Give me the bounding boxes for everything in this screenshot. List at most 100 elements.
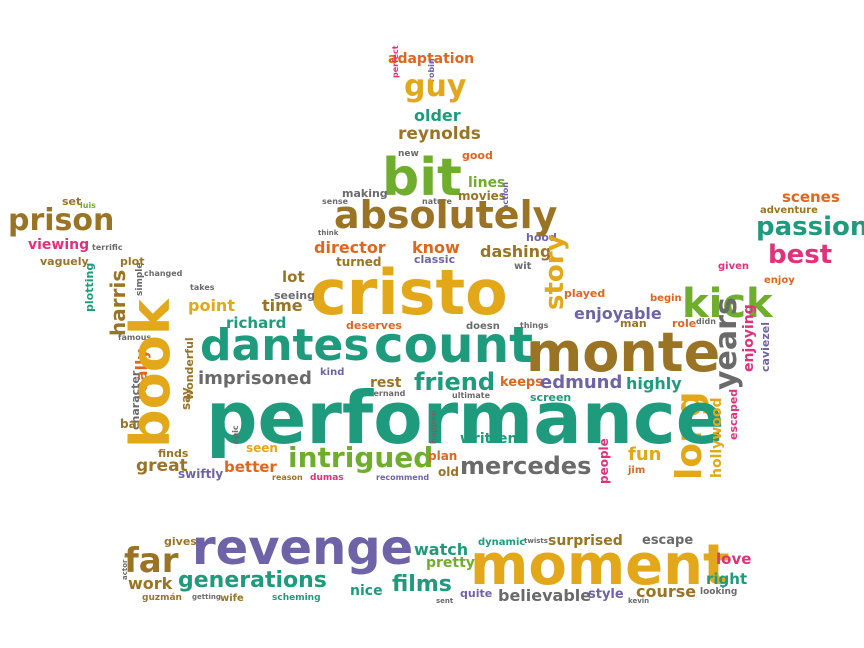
word-changed: changed xyxy=(144,269,183,278)
word-intrigued: intrigued xyxy=(288,441,434,474)
word-love: love xyxy=(716,550,752,568)
word-right: right xyxy=(706,570,748,588)
word-mercedes: mercedes xyxy=(460,452,592,480)
word-friend: friend xyxy=(414,368,496,396)
word-new: new xyxy=(398,149,419,159)
word-famous: famous xyxy=(118,333,152,342)
word-style: style xyxy=(588,587,624,602)
word-finds: finds xyxy=(158,447,189,460)
word-bad: bad xyxy=(120,417,146,431)
word-plan: plan xyxy=(428,449,458,463)
word-cristo: cristo xyxy=(310,256,508,329)
word-moment: moment xyxy=(470,533,730,598)
word-escaped: escaped xyxy=(727,388,740,440)
word-nature: nature xyxy=(422,197,452,206)
word-reynolds: reynolds xyxy=(398,124,481,144)
word-adventure: adventure xyxy=(760,205,818,216)
word-epic: epic xyxy=(231,425,240,444)
word-point: point xyxy=(188,296,235,315)
word-set: set xyxy=(62,195,82,208)
word-played: played xyxy=(564,287,606,300)
word-sent: sent xyxy=(436,597,454,605)
word-simple: simple xyxy=(135,262,145,296)
word-looking: looking xyxy=(700,587,738,597)
word-enjoying: enjoying xyxy=(741,304,757,372)
word-vaguely: vaguely xyxy=(40,255,89,268)
word-enjoyable: enjoyable xyxy=(574,304,662,323)
word-twists: twists xyxy=(524,537,548,545)
word-viewing: viewing xyxy=(28,237,90,253)
word-believable: believable xyxy=(498,586,592,605)
word-plot: plot xyxy=(120,255,145,268)
word-dashing: dashing xyxy=(480,242,552,261)
word-lines: lines xyxy=(468,175,506,191)
word-takes: takes xyxy=(190,283,215,292)
word-highly: highly xyxy=(626,374,682,393)
word-caviezel: caviezel xyxy=(759,322,772,372)
word-seen: seen xyxy=(246,441,278,455)
word-plotting: plotting xyxy=(83,262,96,312)
word-far: far xyxy=(124,541,179,581)
word-director: director xyxy=(314,238,386,257)
word-swiftly: swiftly xyxy=(178,467,224,481)
word-role: role xyxy=(672,317,697,330)
word-gives: gives xyxy=(164,535,197,548)
word-classic: classic xyxy=(414,253,456,266)
word-pretty: pretty xyxy=(426,555,475,571)
word-nice: nice xyxy=(350,583,383,599)
word-things: things xyxy=(520,321,549,330)
word-turned: turned xyxy=(336,255,382,269)
word-kick: kick xyxy=(682,281,773,327)
word-hollywood: hollywood xyxy=(709,397,725,479)
word-making: making xyxy=(342,187,388,200)
word-edmund: edmund xyxy=(540,372,623,393)
word-perfect: perfect xyxy=(391,45,400,78)
word-book: book xyxy=(119,299,182,448)
word-think: think xyxy=(318,229,339,237)
word-great: great xyxy=(136,456,188,476)
word-monte: monte xyxy=(526,321,721,384)
word-watch: watch xyxy=(414,540,469,559)
word-dantes: dantes xyxy=(200,320,370,371)
word-reason: reason xyxy=(272,473,303,482)
word-prison: prison xyxy=(8,203,115,238)
word-surprised: surprised xyxy=(548,533,623,549)
word-sense: sense xyxy=(322,197,349,206)
word-older: older xyxy=(414,106,461,125)
word-course: course xyxy=(636,582,697,601)
word-guy: guy xyxy=(404,69,467,104)
word-movies: movies xyxy=(458,189,506,203)
word-lot: lot xyxy=(282,268,305,286)
word-guzman: guzmán xyxy=(142,593,182,603)
word-happen: happen xyxy=(429,410,438,444)
word-given: given xyxy=(718,261,750,272)
word-fun: fun xyxy=(628,444,662,465)
word-know: know xyxy=(412,238,460,257)
word-terrific: terrific xyxy=(92,243,123,252)
word-best: best xyxy=(768,240,833,270)
word-enjoy: enjoy xyxy=(764,275,795,286)
word-kind: kind xyxy=(320,367,345,378)
word-passion: passion xyxy=(756,212,864,242)
word-screen: screen xyxy=(530,391,572,404)
word-good: good xyxy=(462,149,493,162)
word-escape: escape xyxy=(642,533,694,548)
word-begin: begin xyxy=(650,293,682,304)
word-deserves: deserves xyxy=(346,319,402,332)
word-man: man xyxy=(620,317,647,330)
word-richard: richard xyxy=(226,314,287,332)
word-luis: luis xyxy=(80,201,96,210)
word-say: say xyxy=(179,387,193,410)
word-absolutely: absolutely xyxy=(334,193,558,237)
word-imprisoned: imprisoned xyxy=(198,368,312,389)
word-old: old xyxy=(438,465,459,479)
word-getting: getting xyxy=(192,593,221,601)
word-time: time xyxy=(262,296,303,315)
word-dumas: dumas xyxy=(310,473,344,483)
word-scenes: scenes xyxy=(782,188,840,206)
word-work: work xyxy=(128,574,173,593)
word-count: count xyxy=(374,316,534,374)
word-fernand: fernand xyxy=(370,389,406,398)
word-films: films xyxy=(392,572,452,597)
